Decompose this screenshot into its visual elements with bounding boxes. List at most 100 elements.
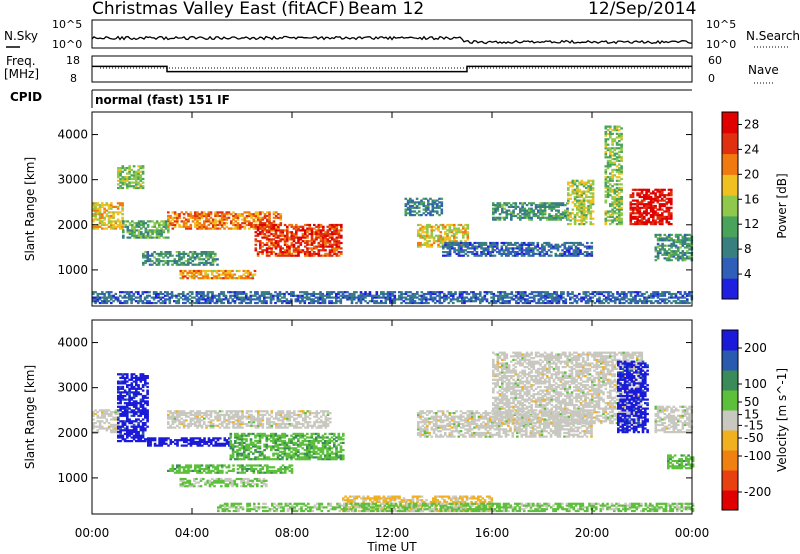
power-cell [491,254,495,257]
power-cell [502,241,506,245]
power-cell [636,215,639,218]
power-cell [206,298,210,301]
power-cell [220,277,223,280]
power-cell [507,241,510,245]
power-cell [269,300,273,303]
power-cell [631,203,635,206]
power-cell [117,174,120,177]
power-cell [130,298,133,301]
power-cell [299,251,303,254]
power-cell [249,300,253,303]
power-cell [186,271,189,274]
power-cell [270,251,273,254]
power-cell [103,292,106,296]
power-cell [269,292,273,296]
power-cell [590,247,594,250]
velocity-cell [121,438,125,441]
power-cell [290,300,293,303]
power-cell [521,296,525,299]
power-cell [606,188,610,191]
power-cell [569,212,572,215]
power-cell [665,250,669,253]
power-cell [116,223,120,227]
power-cell [119,168,122,171]
power-cell [256,229,260,232]
power-cell [667,206,671,209]
power-cell [245,296,248,299]
power-cell [245,301,248,305]
velocity-cell [141,440,145,443]
power-cell [247,275,250,278]
power-cell [181,277,185,280]
power-cell [521,301,525,305]
power-cell [658,194,662,197]
power-cell [563,241,567,245]
power-cell [252,218,256,221]
power-cell [613,154,617,157]
power-cell [469,241,472,245]
power-cell [373,296,376,299]
power-cell [131,220,134,223]
power-cell [141,292,145,296]
power-cell [216,223,220,227]
velocity-cell [126,409,129,412]
power-cell [501,205,504,208]
power-cell [537,214,540,218]
power-cell [618,219,621,222]
power-cell [411,201,414,204]
power-cell [263,294,266,297]
power-cell [629,203,633,206]
power-cell [606,179,610,182]
power-cell [607,301,610,305]
power-cell [615,158,619,161]
velocity-cell [128,420,131,423]
power-cell [272,211,276,214]
power-cell [263,229,267,232]
velocity-cell [137,385,140,389]
velocity-cell [141,378,145,381]
power-cell [313,223,316,227]
power-cell [181,275,185,278]
power-cell [591,181,595,184]
power-cell [207,214,211,218]
power-cell [543,241,546,245]
power-cell [279,231,282,234]
power-cell [310,249,314,252]
power-cell [221,220,224,223]
power-cell [417,243,420,246]
power-cell [92,298,95,301]
power-cell [196,263,199,266]
power-cell [638,192,642,195]
velocity-cell [135,400,138,403]
velocity-cell [126,373,129,376]
power-cell [688,239,691,242]
power-cell [269,296,273,299]
power-cell [553,300,556,303]
power-cell [449,292,453,296]
power-cell [519,209,522,212]
power-cell [568,252,571,255]
power-cell [420,203,423,206]
power-cell [389,294,392,297]
velocity-cell [144,409,147,412]
power-cell [548,218,551,221]
power-cell [263,223,267,227]
power-cell [638,210,642,213]
power-cell [417,234,420,237]
power-cell [274,243,278,246]
power-cell [177,300,181,303]
power-cell [571,201,575,204]
power-cell [112,227,115,230]
power-cell [272,251,276,254]
power-cell [326,291,329,294]
power-cell [407,291,410,294]
power-cell [107,222,111,225]
power-cell [234,214,238,218]
power-cell [615,186,619,190]
power-cell [188,271,192,274]
power-cell [611,185,614,188]
power-cell [182,222,186,225]
velocity-cell [144,422,147,425]
power-cell [609,152,612,155]
velocity-cell [130,432,134,435]
